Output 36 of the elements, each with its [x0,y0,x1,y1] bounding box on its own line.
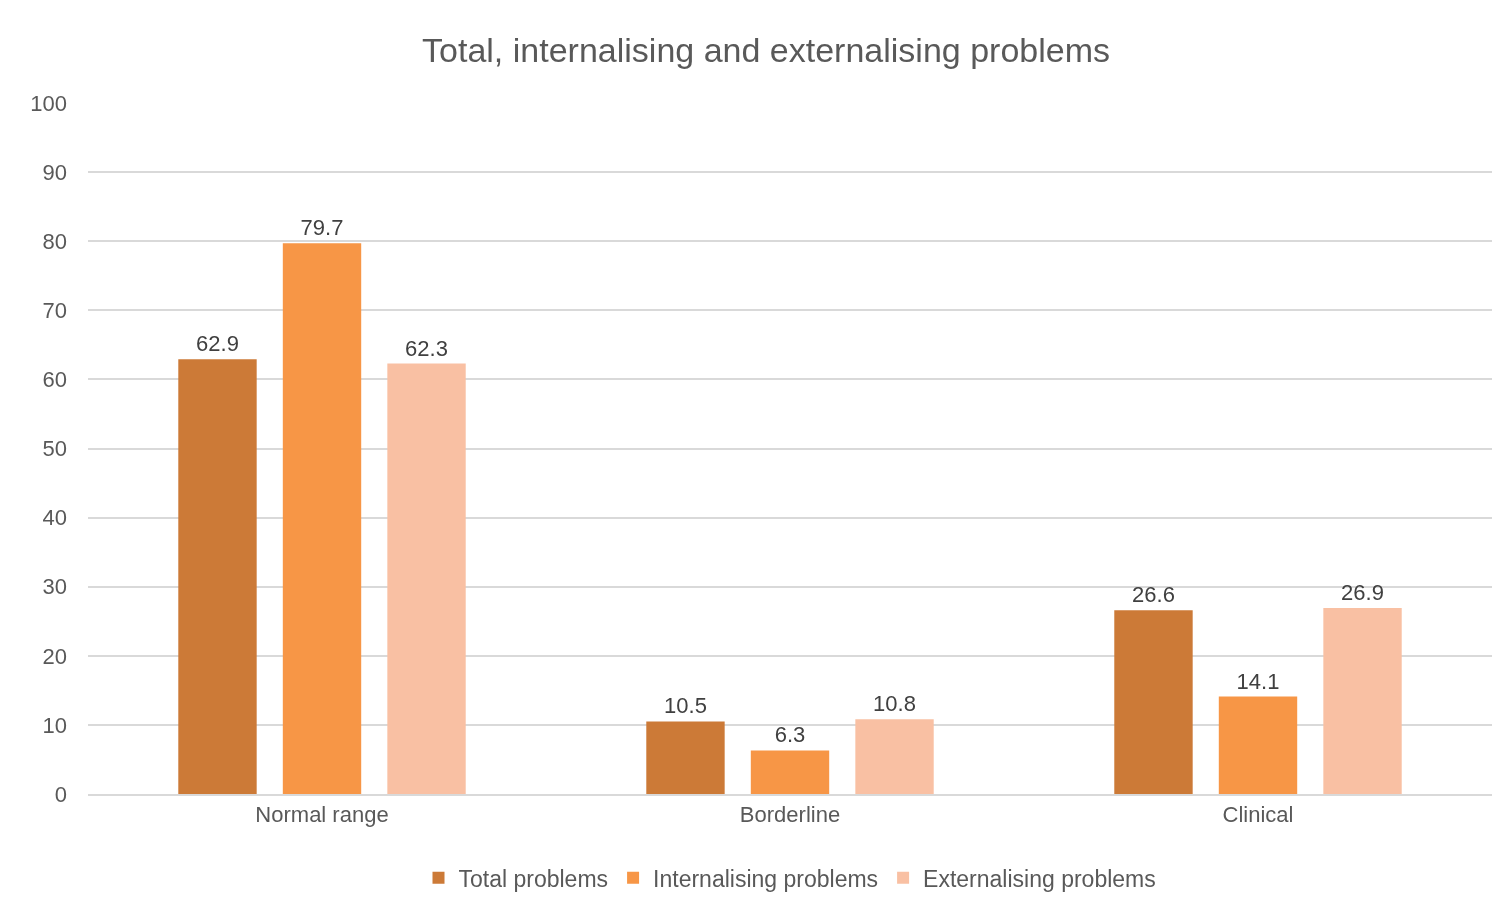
data-label: 62.3 [405,335,448,361]
chart-title: Total, internalising and externalising problems [422,30,1110,69]
y-tick-label: 40 [42,505,67,531]
y-tick-label: 20 [42,643,67,669]
y-tick-label: 30 [42,574,67,600]
bar [750,750,830,794]
data-label: 62.9 [196,331,239,357]
bar [1218,696,1298,794]
x-tick-label: Normal range [255,802,389,828]
x-tick-label: Borderline [739,802,841,828]
y-tick-label: 10 [42,712,67,738]
y-tick-label: 100 [30,90,67,116]
data-label: 10.8 [873,691,916,717]
bar [387,363,466,794]
data-label: 26.6 [1132,582,1175,608]
y-tick-label: 70 [42,298,67,323]
y-tick-label: 50 [42,436,67,462]
legend-label: Externalising problems [923,865,1156,892]
data-label: 26.9 [1341,580,1384,606]
bar [282,243,362,794]
bar [1323,608,1402,794]
legend-label: Total problems [458,865,609,892]
y-tick-label: 0 [54,781,67,807]
bar [1114,610,1193,794]
bar [178,359,257,794]
y-tick-label: 90 [42,159,67,185]
data-label: 10.5 [664,693,707,719]
x-tick-label: Clinical [1222,802,1294,828]
data-label: 14.1 [1236,668,1280,694]
y-tick-label: 60 [42,367,67,393]
data-label: 79.7 [300,215,344,241]
legend-label: Internalising problems [653,865,879,892]
data-label: 6.3 [774,722,806,748]
bar [646,721,725,794]
bar [855,719,934,794]
y-tick-label: 80 [42,228,67,254]
